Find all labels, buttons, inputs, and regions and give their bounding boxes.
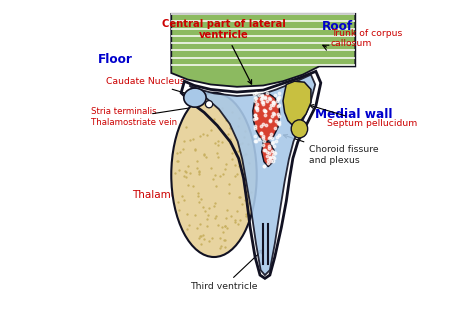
Text: Thalamus: Thalamus: [132, 176, 210, 200]
Ellipse shape: [205, 101, 213, 108]
Ellipse shape: [184, 88, 206, 107]
Text: Trunk of corpus
callosum: Trunk of corpus callosum: [331, 29, 402, 48]
Text: Choroid fissure
and plexus: Choroid fissure and plexus: [283, 134, 379, 165]
Text: Roof: Roof: [321, 20, 353, 33]
Text: Floor: Floor: [98, 53, 133, 66]
Text: Septum pellucidum: Septum pellucidum: [310, 105, 418, 128]
Polygon shape: [253, 93, 280, 142]
Polygon shape: [262, 142, 275, 167]
Text: Third ventricle: Third ventricle: [190, 250, 263, 291]
Ellipse shape: [291, 120, 308, 138]
Text: Caudate Nucleus: Caudate Nucleus: [106, 77, 191, 96]
Text: Central part of lateral
ventricle: Central part of lateral ventricle: [162, 19, 286, 84]
Polygon shape: [171, 14, 356, 87]
Polygon shape: [283, 81, 311, 126]
Text: Medial wall: Medial wall: [315, 108, 392, 120]
Polygon shape: [189, 75, 315, 275]
Ellipse shape: [171, 93, 257, 257]
Text: Stria terminalis
Thalamostriate vein: Stria terminalis Thalamostriate vein: [91, 107, 177, 127]
